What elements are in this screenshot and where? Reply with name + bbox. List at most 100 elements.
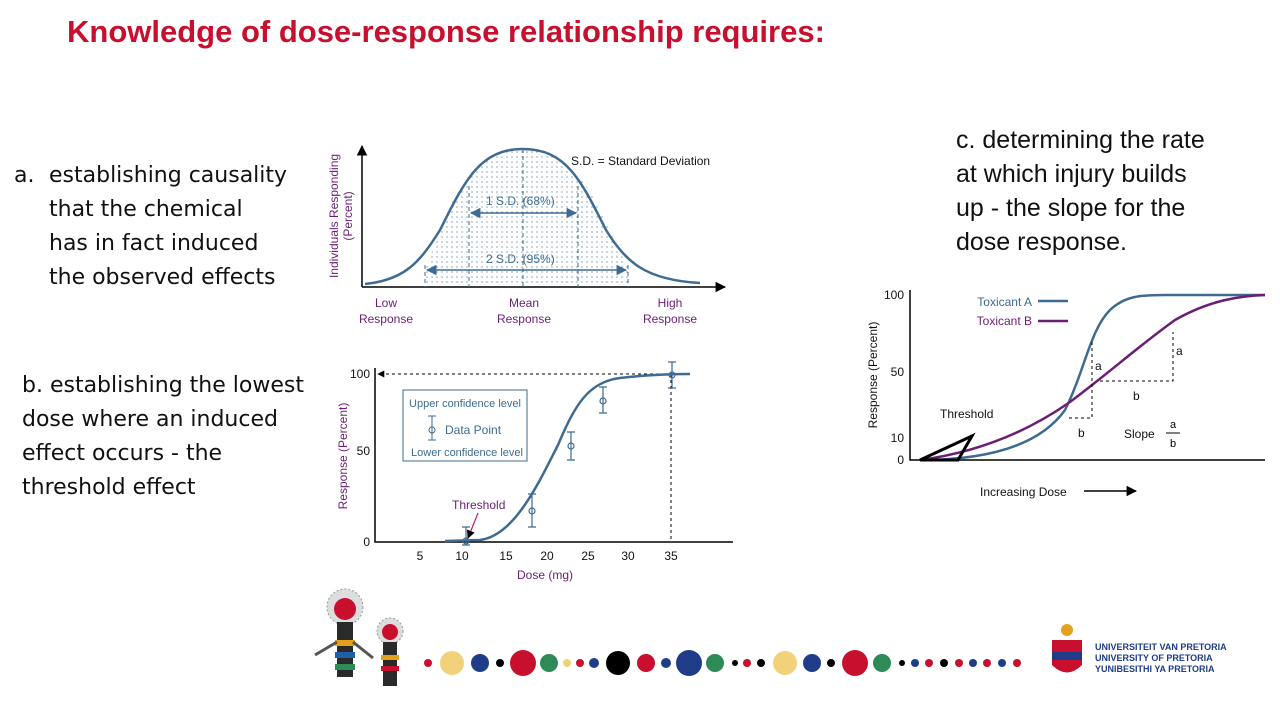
slope-num: a: [1170, 419, 1177, 431]
item-c: c. determining the rate at which injury …: [956, 126, 1205, 256]
legend-box: [402, 389, 528, 462]
bead: [540, 654, 558, 672]
figure-b: Upper confidence level Data Point Lower …: [336, 361, 733, 582]
item-a: establishing causality that the chemical…: [49, 163, 287, 290]
y-label: Individuals Responding: [327, 154, 341, 278]
curve-b: [919, 293, 1266, 462]
y-label: Response (Percent): [336, 403, 350, 510]
slope-guides: [1066, 332, 1174, 419]
sd2-label: 2 S.D. (95%): [486, 252, 555, 266]
legend-symbol: [428, 426, 436, 434]
shape: [381, 666, 399, 671]
figure-c: Threshold a a b b Slope a b Toxicant A T…: [866, 288, 1266, 499]
bead: [803, 654, 821, 672]
shape: [599, 386, 607, 414]
decoration: [314, 588, 1082, 686]
bead: [773, 651, 797, 675]
x-tick-label: 25: [581, 549, 595, 563]
bead: [606, 651, 630, 675]
bead: [925, 659, 933, 667]
bead: [589, 658, 599, 668]
data-points: [462, 361, 676, 546]
x-label: Response: [497, 312, 551, 326]
title: Knowledge of dose-response relationship …: [67, 14, 825, 49]
legend-symbol: [428, 415, 436, 441]
note: S.D. = Standard Deviation: [571, 154, 710, 168]
bead: [940, 659, 948, 667]
legend-text: Toxicant B: [977, 314, 1032, 328]
slope-den: b: [1170, 438, 1176, 450]
shape: [1052, 652, 1082, 660]
x-label: Response: [359, 312, 413, 326]
shape: [668, 361, 676, 389]
axes: [374, 368, 733, 543]
logo-text: UNIVERSITY OF PRETORIA: [1095, 653, 1213, 663]
shape: [335, 652, 355, 658]
shape: [528, 493, 536, 528]
threshold-label: Threshold: [940, 407, 993, 421]
legend-text: Lower confidence level: [411, 447, 523, 459]
x-label: High: [658, 296, 683, 310]
axes: [909, 290, 1265, 461]
shape: [567, 442, 575, 450]
bead: [440, 651, 464, 675]
item-line: establishing causality: [49, 163, 287, 188]
bead: [842, 650, 868, 676]
logo-text: UNIVERSITEIT VAN PRETORIA: [1095, 642, 1227, 652]
bead: [983, 659, 991, 667]
item-line: effect occurs - the: [22, 441, 222, 466]
legend-text: Data Point: [445, 423, 502, 437]
slope-b: b: [1133, 389, 1140, 403]
slope-label: Slope: [1124, 427, 1155, 441]
item-line: dose response.: [956, 228, 1127, 256]
bead: [510, 650, 536, 676]
x-label: Mean: [509, 296, 539, 310]
item-line: at which injury builds: [956, 160, 1187, 188]
dose-curve: [444, 372, 691, 543]
bead: [873, 654, 891, 672]
threshold-arrow: [466, 512, 479, 539]
item-marker: a.: [14, 163, 34, 188]
bead: [998, 659, 1006, 667]
bead: [661, 658, 671, 668]
item-line: has in fact induced: [49, 231, 258, 256]
item-line: c. determining the rate: [956, 126, 1205, 154]
x-tick-label: 20: [540, 549, 554, 563]
sd-lines: [424, 149, 629, 287]
bead: [676, 650, 702, 676]
slope-a: a: [1176, 344, 1183, 358]
shape: [382, 624, 398, 640]
shape: [528, 507, 536, 515]
slope-a: a: [1095, 359, 1102, 373]
shape: [314, 640, 374, 660]
threshold-label: Threshold: [452, 498, 505, 512]
shape: [668, 371, 676, 379]
shape: [462, 526, 470, 546]
item-line: threshold effect: [22, 475, 196, 500]
x-tick-label: 5: [417, 549, 424, 563]
x-label: Low: [375, 296, 397, 310]
y-tick-label: 0: [897, 453, 904, 467]
x-label: Dose (mg): [517, 568, 573, 582]
bead: [969, 659, 977, 667]
item-b: b. establishing the lowest dose where an…: [22, 373, 304, 500]
bead: [911, 659, 919, 667]
item-line: dose where an induced: [22, 407, 278, 432]
doll: [314, 588, 404, 686]
y-tick-label: 50: [357, 444, 371, 458]
bead: [706, 654, 724, 672]
bead: [563, 659, 571, 667]
legend-text: Toxicant A: [977, 295, 1032, 309]
y-label: (Percent): [341, 191, 355, 240]
item-line: up - the slope for the: [956, 194, 1185, 222]
shape: [383, 642, 397, 686]
item-line: that the chemical: [49, 197, 243, 222]
bead: [899, 660, 905, 666]
logo-shield: [1052, 624, 1082, 673]
legend-text: Upper confidence level: [409, 398, 521, 410]
bead: [955, 659, 963, 667]
x-tick-label: 15: [499, 549, 513, 563]
shape: [381, 655, 399, 660]
